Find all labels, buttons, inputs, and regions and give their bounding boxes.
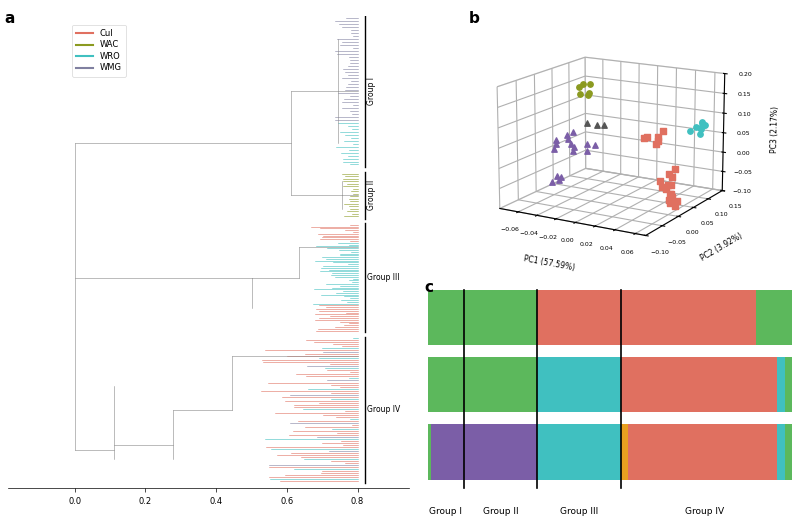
Bar [428,425,431,480]
Bar [785,357,792,412]
Text: Group II: Group II [483,507,518,516]
Text: Group II: Group II [367,180,377,210]
Text: b: b [469,11,480,26]
Text: Group I: Group I [430,507,462,516]
Bar [537,357,621,412]
Text: Group III: Group III [560,507,598,516]
Bar [628,425,778,480]
Text: Group III: Group III [367,273,400,282]
Bar [537,425,621,480]
Legend: Cul, WAC, WRO, WMG: Cul, WAC, WRO, WMG [72,25,126,77]
Bar [621,425,628,480]
Text: a: a [4,11,14,26]
Bar [431,425,537,480]
Text: Group IV: Group IV [685,507,724,516]
Text: c: c [424,280,433,295]
Bar [428,290,537,345]
Bar [755,290,792,345]
Y-axis label: PC2 (3.92%): PC2 (3.92%) [699,231,744,263]
Bar [778,425,785,480]
Text: Group I: Group I [367,77,377,105]
Bar [778,357,785,412]
Bar [537,290,755,345]
Bar [785,425,792,480]
X-axis label: PC1 (57.59%): PC1 (57.59%) [522,254,575,272]
Bar [621,357,778,412]
Text: Group IV: Group IV [367,405,401,414]
Bar [428,357,537,412]
